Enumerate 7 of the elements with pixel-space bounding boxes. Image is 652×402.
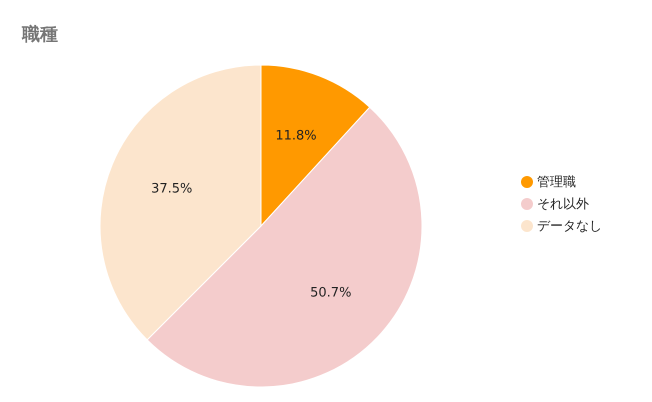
data-label: 11.8%: [275, 128, 317, 144]
legend-label: データなし: [537, 219, 602, 234]
chart-title: 職種: [22, 23, 58, 46]
legend-label: 管理職: [537, 175, 576, 190]
legend-label: それ以外: [537, 197, 589, 212]
data-label: 50.7%: [310, 285, 352, 300]
data-label: 37.5%: [151, 182, 192, 197]
